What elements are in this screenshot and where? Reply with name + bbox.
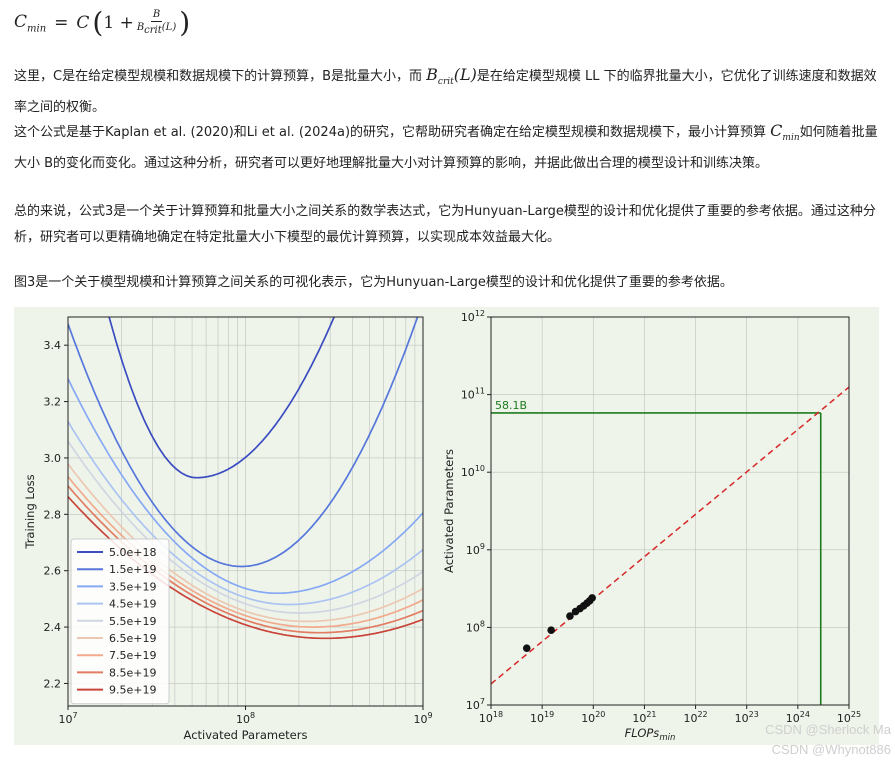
paragraph-3: 总的来说，公式3是一个关于计算预算和批量大小之间关系的数学表达式，它为Hunyu… (14, 204, 876, 245)
data-point (522, 644, 531, 652)
paragraph-2: 这个公式是基于Kaplan et al. (2020)和Li et al. (2… (14, 121, 878, 172)
left-chart: 2.2 2.4 2.6 2.8 3.0 3.2 3.4 107 108 109 Activated … (23, 316, 433, 742)
left-ytick-label: 3.2 (44, 396, 62, 409)
right-xtick-label: 1021 (632, 710, 656, 725)
legend-label: 5.5e+19 (109, 615, 156, 628)
legend-box (70, 538, 170, 705)
right-frame (490, 316, 850, 706)
right-xtick-label: 1018 (479, 710, 503, 725)
left-xtick-label: 108 (236, 711, 255, 726)
left-xlabel: Activated Parameters (184, 728, 308, 742)
formula-denominator: Bcrit(L) (136, 22, 177, 36)
left-legend: 5.0e+18 1.5e+19 3.5e+19 4.5e+19 5.5e+19 6.5e+… (70, 538, 170, 705)
figure-svg: 2.2 2.4 2.6 2.8 3.0 3.2 3.4 107 108 109 Activated … (23, 309, 861, 743)
left-ytick-label: 2.4 (44, 621, 62, 634)
formula-c: C (76, 13, 90, 33)
left-grid (67, 317, 423, 706)
legend-label: 8.5e+19 (109, 666, 156, 679)
right-ytick-label: 1012 (461, 309, 485, 324)
formula-right-paren: ) (179, 6, 191, 39)
fit-line (491, 386, 849, 685)
legend-label: 4.5e+19 (109, 598, 156, 611)
right-xtick-label: 1025 (837, 710, 861, 725)
right-content (491, 386, 849, 705)
right-chart: 58.1B 107 108 109 1010 1011 1012 1018 1019 1020 10… (442, 309, 861, 743)
left-xtick-label: 109 (413, 711, 432, 726)
data-point (547, 626, 555, 635)
data-point (566, 612, 574, 620)
left-ytick-label: 2.2 (44, 677, 62, 690)
left-ytick-label: 3.4 (44, 339, 62, 352)
inline-symbol-bcrit: Bcrit(L) (426, 65, 477, 88)
highlight-label: 58.1B (495, 399, 527, 412)
right-ytick-label: 107 (466, 697, 485, 712)
figure-3: 2.2 2.4 2.6 2.8 3.0 3.2 3.4 107 108 109 Activated … (14, 307, 879, 745)
legend-label: 1.5e+19 (109, 563, 156, 576)
legend-label: 6.5e+19 (109, 632, 156, 645)
loss-curve-3.5e+19 (68, 378, 423, 595)
formula-one-plus: 1 + (103, 13, 134, 33)
left-ytick-label: 2.6 (44, 565, 62, 578)
right-xtick-label: 1024 (786, 710, 810, 725)
legend-label: 9.5e+19 (109, 684, 156, 697)
watermark-1: CSDN @Sherlock Ma (765, 722, 891, 737)
formula-left-paren: ( (92, 6, 104, 39)
formula-numerator: B (150, 9, 163, 22)
left-xtick-label: 107 (58, 711, 77, 726)
loss-curve-5.0e+18 (108, 317, 336, 479)
right-ytick-label: 1010 (461, 464, 485, 479)
formula-fraction: B Bcrit(L) (137, 9, 176, 37)
loss-curve-6.5e+19 (68, 463, 423, 623)
legend-label: 5.0e+18 (109, 546, 156, 559)
legend-label: 3.5e+19 (109, 580, 156, 593)
watermark-2: CSDN @Whynot886 (771, 742, 891, 757)
inline-symbol-cmin: Cmin (770, 121, 800, 144)
right-xlabel: FLOPsmin (625, 726, 676, 743)
right-xtick-label: 1020 (581, 710, 605, 725)
formula-cmin: Cmin = C ( 1 + B Bcrit(L) ) (14, 6, 190, 40)
formula-lhs: Cmin (14, 11, 47, 35)
right-xtick-label: 1019 (530, 710, 554, 725)
formula-equals: = (54, 13, 69, 33)
right-ytick-label: 1011 (461, 387, 485, 402)
loss-curve-1.5e+19 (68, 317, 419, 568)
right-xtick-label: 1023 (735, 710, 759, 725)
data-point (588, 594, 596, 602)
paragraph-1: 这里，C是在给定模型规模和数据规模下的计算预算，B是批量大小，而 Bcrit(L… (14, 65, 877, 116)
left-ytick-label: 2.8 (44, 508, 62, 521)
right-plot-area (491, 317, 849, 705)
right-ytick-label: 108 (466, 619, 485, 634)
right-ytick-label: 109 (466, 542, 485, 557)
left-ytick-label: 3.0 (44, 452, 62, 465)
right-xtick-label: 1022 (683, 710, 707, 725)
loss-curve-5.5e+19 (68, 440, 423, 614)
loss-curve-4.5e+19 (68, 421, 423, 606)
paragraph-4: 图3是一个关于模型规模和计算预算之间关系的可视化表示，它为Hunyuan-Lar… (14, 275, 733, 290)
right-ylabel: Activated Parameters (442, 449, 456, 573)
left-ylabel: Training Loss (23, 474, 37, 549)
legend-label: 7.5e+19 (109, 649, 156, 662)
